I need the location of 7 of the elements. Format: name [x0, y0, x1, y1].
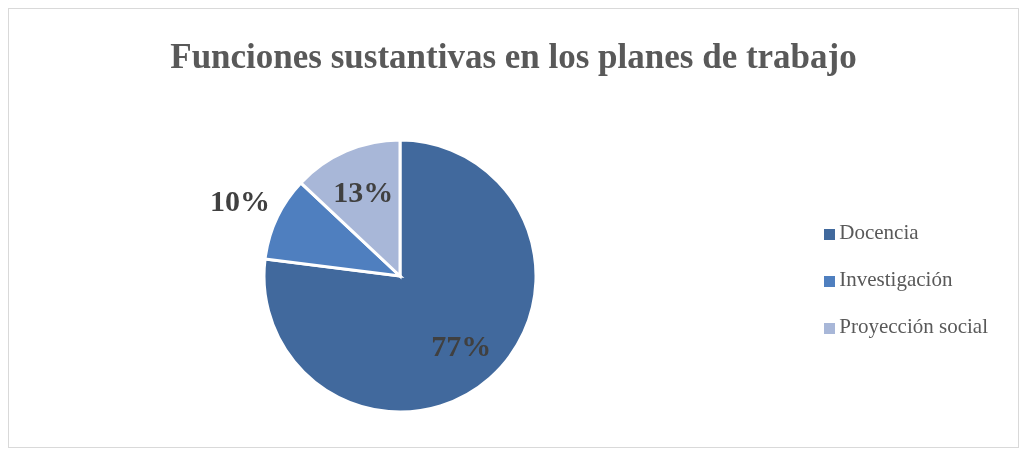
legend-label: Investigación [839, 267, 953, 291]
legend-label: Docencia [839, 220, 919, 244]
data-label: 13% [333, 174, 394, 208]
data-label: 77% [431, 328, 492, 362]
chart-title: Funciones sustantivas en los planes de trabajo [169, 37, 858, 77]
data-label: 10% [210, 184, 271, 218]
legend-label: Proyección social [839, 314, 988, 338]
